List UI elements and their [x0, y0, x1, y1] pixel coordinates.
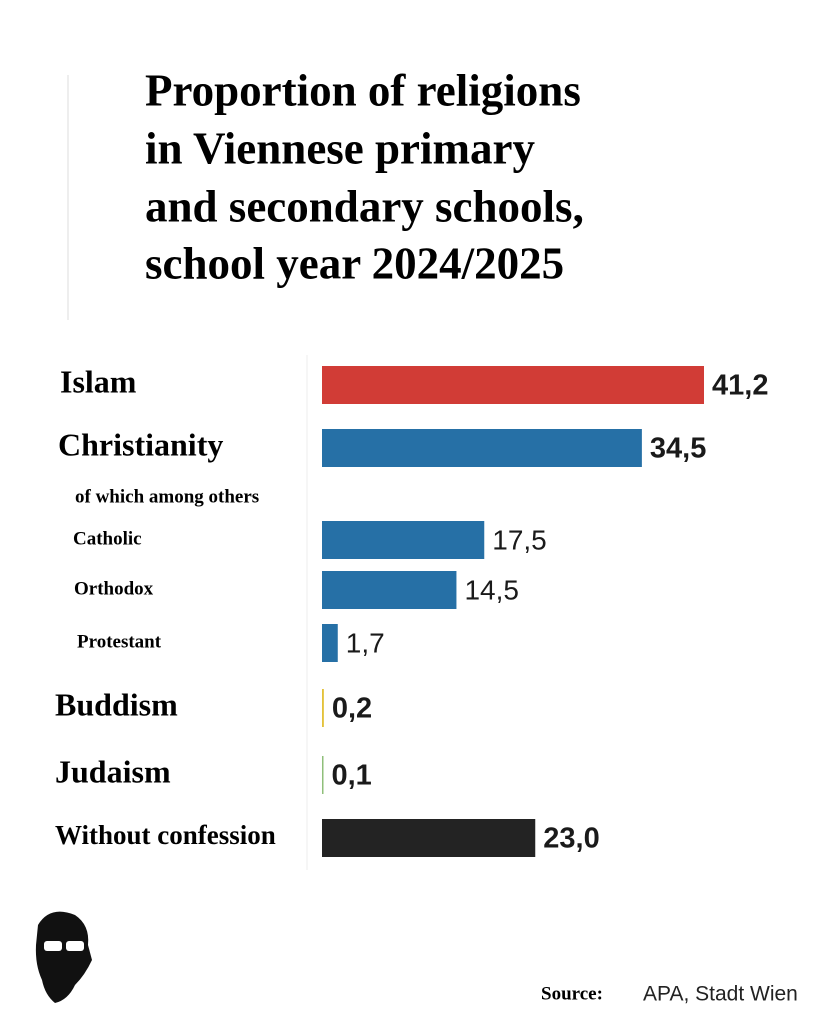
chart-title: in Viennese primary [145, 123, 535, 173]
category-label: Without confession [55, 820, 276, 850]
category-label: Islam [60, 363, 137, 399]
bar [322, 571, 457, 609]
logo-glasses [66, 941, 84, 951]
bar [322, 429, 642, 467]
bar [322, 521, 485, 559]
chart-title: and secondary schools, [145, 181, 584, 231]
bar [322, 756, 324, 794]
bar [322, 366, 704, 404]
chart-title: school year 2024/2025 [145, 238, 564, 288]
source: APA, Stadt Wien [643, 983, 798, 1006]
logo [35, 911, 92, 1003]
value-label: 17,5 [492, 524, 547, 555]
logo-head [35, 911, 92, 1003]
category-label: Judaism [55, 753, 171, 789]
logo-glasses [44, 941, 62, 951]
value-label: 14,5 [464, 574, 519, 605]
chart-title: Proportion of religions [145, 65, 581, 115]
bar [322, 689, 324, 727]
category-label: Catholic [73, 528, 142, 549]
value-label: 41,2 [712, 370, 768, 402]
source-label: Source: [541, 983, 603, 1004]
value-label: 23,0 [543, 823, 599, 855]
category-label: Orthodox [74, 578, 154, 599]
value-label: 34,5 [650, 433, 706, 465]
category-label: Christianity [58, 426, 223, 462]
category-label: Protestant [77, 631, 162, 652]
category-label: Buddism [55, 686, 178, 722]
value-label: 0,2 [332, 693, 372, 725]
bar [322, 819, 536, 857]
subheading: of which among others [75, 486, 259, 507]
value-label: 0,1 [332, 760, 372, 792]
bar [322, 624, 338, 662]
value-label: 1,7 [346, 627, 385, 658]
